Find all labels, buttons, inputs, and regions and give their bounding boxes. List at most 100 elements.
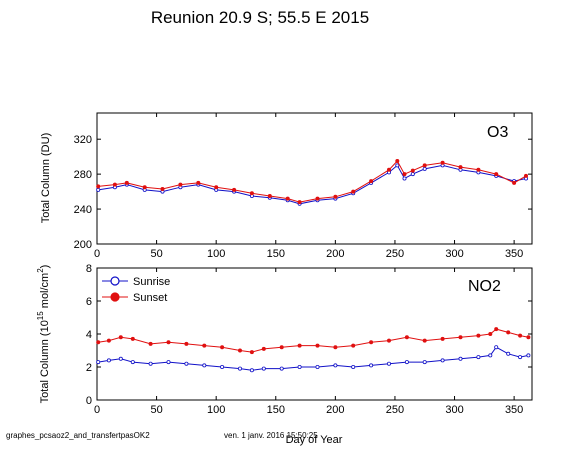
o3-sunset-point (297, 200, 302, 205)
o3-x-tick-label: 250 (386, 248, 404, 260)
o3-sunset-point (333, 194, 338, 199)
o3-sunset-point (142, 185, 147, 190)
no2-sunrise-point (440, 358, 445, 363)
no2-sunset-point (297, 343, 302, 348)
o3-y-tick-label: 200 (74, 239, 92, 251)
no2-ylabel-unit: mol/cm (39, 273, 51, 312)
o3-x-tick-label: 150 (267, 248, 285, 260)
no2-sunrise-point (202, 363, 207, 368)
no2-y-tick-label: 8 (86, 263, 92, 275)
o3-sunset-point (410, 168, 415, 173)
no2-x-tick-label: 300 (445, 404, 463, 416)
o3-y-axis-title: Total Column (DU) (40, 133, 52, 223)
no2-sunset-point (184, 341, 189, 346)
no2-sunrise-point (237, 366, 242, 371)
o3-sunrise-point (402, 176, 407, 181)
no2-sunrise-point (315, 364, 320, 369)
no2-sunrise-point (220, 364, 225, 369)
o3-x-tick-label: 300 (445, 248, 463, 260)
no2-y-axis-title: Total Column (1015 mol/cm2) (36, 265, 51, 404)
no2-sunset-point (422, 338, 427, 343)
o3-sunset-point (196, 180, 201, 185)
no2-sunrise-point (476, 355, 481, 360)
o3-sunset-line (98, 160, 527, 203)
no2-sunset-point (166, 340, 171, 345)
o3-panel: 0 50 100 150 200 250 300 350 200 240 280 320 O3 Tot… (40, 112, 533, 260)
no2-ylabel-exponent: 15 (36, 311, 45, 320)
o3-sunrise-point (395, 163, 400, 168)
o3-sunset-point (160, 186, 165, 191)
no2-x-tick-label: 50 (150, 404, 162, 416)
o3-sunset-point (96, 184, 101, 189)
o3-x-tick-label: 100 (207, 248, 225, 260)
no2-sunset-point (526, 335, 531, 340)
legend-sunrise-marker (110, 276, 120, 286)
no2-sunrise-line (98, 346, 529, 371)
o3-sunset-point (351, 189, 356, 194)
no2-sunrise-point (166, 360, 171, 365)
footer-filename: graphes_pcsaoz2_and_transfertpasOK2 (6, 431, 150, 440)
no2-x-tick-label: 150 (267, 404, 285, 416)
no2-sunset-line (98, 328, 529, 353)
no2-sunrise-point (279, 366, 284, 371)
no2-panel-label: NO2 (468, 278, 501, 295)
no2-sunset-point (202, 343, 207, 348)
o3-x-tick-label: 0 (94, 248, 100, 260)
no2-sunset-point (458, 335, 463, 340)
o3-y-tick-label: 320 (74, 134, 92, 146)
o3-sunset-point (178, 182, 183, 187)
o3-sunset-point (124, 180, 129, 185)
no2-sunrise-point (118, 356, 123, 361)
no2-sunset-point (488, 331, 493, 336)
no2-sunset-point (148, 341, 153, 346)
o3-sunrise-point (96, 187, 101, 192)
no2-sunrise-point (458, 356, 463, 361)
o3-sunset-point (440, 160, 445, 165)
no2-sunrise-point (404, 360, 409, 365)
o3-x-tick-label: 200 (326, 248, 344, 260)
no2-sunset-point (494, 327, 499, 332)
no2-sunrise-point (386, 361, 391, 366)
legend: Sunrise Sunset (102, 276, 170, 304)
no2-y-tick-label: 2 (86, 362, 92, 374)
no2-y-tick-label: 0 (86, 395, 92, 407)
o3-sunset-point (315, 196, 320, 201)
o3-y-tick-label: 240 (74, 204, 92, 216)
no2-sunset-point (333, 345, 338, 350)
o3-sunset-point (494, 172, 499, 177)
no2-sunset-point (386, 338, 391, 343)
no2-sunset-point (506, 330, 511, 335)
no2-sunset-point (96, 340, 101, 345)
no2-sunset-point (106, 338, 111, 343)
no2-sunrise-point (297, 364, 302, 369)
no2-sunrise-point (261, 366, 266, 371)
no2-sunset-point (518, 333, 523, 338)
o3-sunset-point (386, 167, 391, 172)
o3-panel-label: O3 (487, 124, 508, 141)
o3-sunset-point (249, 191, 254, 196)
no2-x-tick-label: 350 (505, 404, 523, 416)
no2-sunset-point (237, 348, 242, 353)
no2-sunset-point (118, 335, 123, 340)
no2-sunrise-point (526, 353, 531, 358)
o3-sunset-point (285, 196, 290, 201)
o3-sunset-point (422, 163, 427, 168)
o3-sunset-point (369, 179, 374, 184)
no2-panel: 0 50 100 150 200 250 300 350 0 2 4 6 8 NO2 Total Col… (36, 263, 533, 446)
no2-y-tick-label: 6 (86, 296, 92, 308)
no2-sunset-point (440, 336, 445, 341)
no2-sunrise-point (249, 368, 254, 373)
no2-sunset-point (404, 335, 409, 340)
no2-ylabel-part1: Total Column (10 (39, 320, 51, 403)
no2-y-tick-label: 4 (86, 329, 92, 341)
no2-x-tick-label: 100 (207, 404, 225, 416)
no2-sunset-point (249, 350, 254, 355)
no2-sunset-point (351, 343, 356, 348)
o3-sunset-point (214, 185, 219, 190)
o3-sunset-point (476, 167, 481, 172)
o3-sunset-point (402, 172, 407, 177)
no2-sunset-point (279, 345, 284, 350)
x-axis-title: Day of Year (286, 434, 343, 446)
no2-ylabel-unit-exponent: 2 (36, 268, 45, 273)
